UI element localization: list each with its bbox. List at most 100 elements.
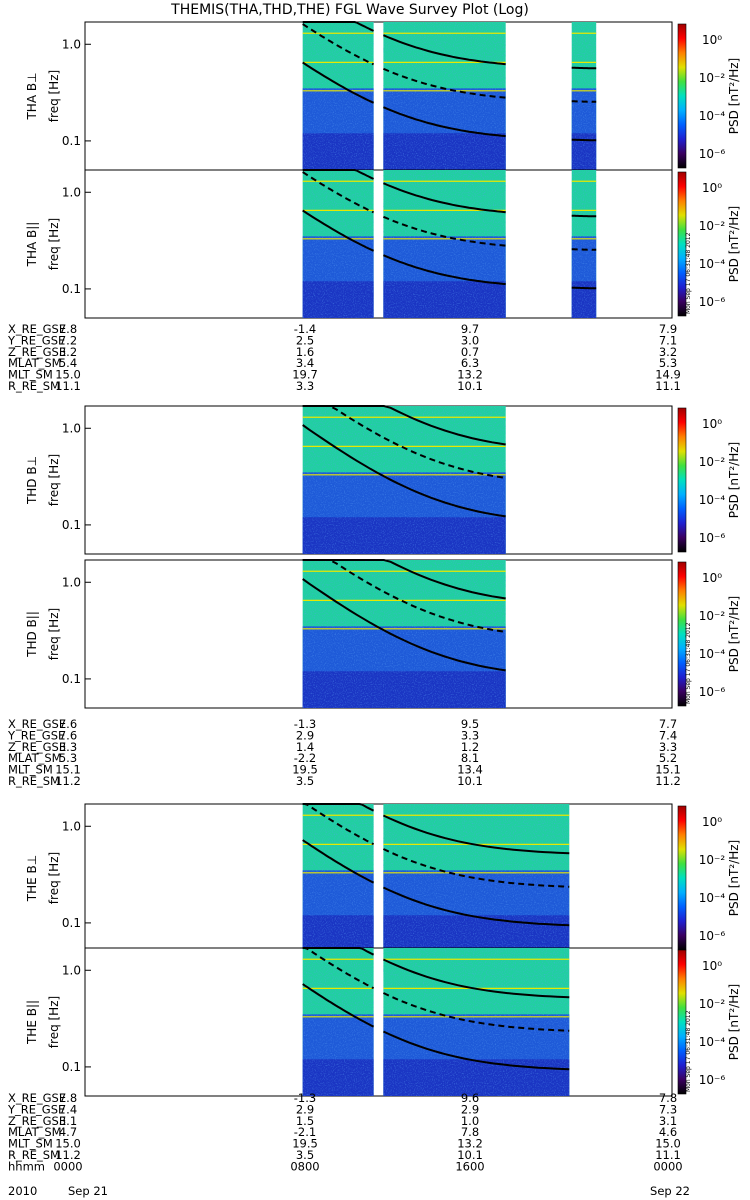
ephemeris-row-label: R_RE_SM	[8, 774, 60, 788]
colorbar-tick-label: 10⁰	[702, 417, 722, 431]
ephemeris-value: 11.1	[655, 1148, 681, 1162]
spectrogram-panel: 1.0 0.1 THE B|| freq [Hz] 10⁰ 10⁻² 10⁻⁴ 10⁻⁶PSD…	[25, 947, 741, 1097]
ephemeris-value: 4.6	[659, 1125, 677, 1139]
ephemeris-value: 14.9	[655, 368, 681, 382]
freq-tick-label: 1.0	[62, 575, 81, 589]
spectrogram-noise	[302, 804, 374, 952]
ephemeris-value: 7.7	[659, 717, 677, 731]
ephemeris-value: 1.6	[296, 345, 314, 359]
colorbar	[677, 171, 687, 317]
ephemeris-row-label: MLAT_SM	[8, 1125, 62, 1139]
spectrogram-noise	[383, 948, 570, 1096]
fce-curve	[571, 248, 597, 251]
ephemeris-value: 11.2	[655, 774, 681, 788]
fce-curve	[302, 23, 375, 66]
ephemeris-value: 7.8	[59, 1091, 77, 1105]
colorbar	[677, 949, 687, 1095]
fce-curve	[382, 886, 570, 927]
timestamp: Mon Sep 17 06:31:48 2012	[685, 622, 692, 704]
ephemeris-value: 3.5	[296, 1148, 314, 1162]
colorbar	[677, 561, 687, 707]
colorbar-tick-label: 10⁰	[702, 181, 722, 195]
fce-curve	[571, 138, 597, 142]
fce-curve	[302, 405, 506, 446]
colorbar-tick-label: 10⁻⁴	[699, 647, 726, 661]
ephemeris-value: 3.1	[659, 1114, 677, 1128]
fce-curve	[302, 405, 506, 479]
ephemeris-value: 11.1	[55, 379, 81, 393]
timestamp: Mon Sep 17 06:31:48 2012	[685, 1010, 692, 1092]
panel-frame	[84, 803, 673, 953]
ephemeris-row-label: R_RE_SM	[8, 1148, 60, 1162]
ephemeris-value: 5.3	[59, 751, 77, 765]
colorbar-tick-label: 10⁻⁴	[699, 1035, 726, 1049]
ephemeris-value: 13.2	[457, 1137, 483, 1151]
ephemeris-value: 8.1	[461, 751, 479, 765]
spectrogram-noise	[383, 170, 506, 318]
ephemeris-value: 1.4	[296, 740, 314, 754]
ephemeris-row-label: MLAT_SM	[8, 356, 62, 370]
spectrogram-panel: 1.0 0.1 THA B|| freq [Hz] 10⁰ 10⁻² 10⁻⁴ 10⁻⁶PSD…	[25, 169, 741, 319]
colorbar-tick-label: 10⁻⁶	[699, 531, 726, 545]
ephemeris-row-label: Z_RE_GSE	[8, 345, 66, 359]
spectrogram-panel: 1.0 0.1 THD B|| freq [Hz] 10⁰ 10⁻² 10⁻⁴ 10⁻⁶PSD…	[25, 559, 741, 709]
ephemeris-value: 9.5	[461, 717, 479, 731]
colorbar-label: PSD [nT²/Hz]	[727, 596, 741, 672]
ephemeris-value: -2.1	[294, 1125, 316, 1139]
ephemeris-value: 1.5	[296, 1114, 314, 1128]
ephemeris-value: 3.3	[59, 740, 77, 754]
freq-tick-label: 1.0	[62, 421, 81, 435]
ephemeris-row-label: X_RE_GSE	[8, 1091, 66, 1105]
ephemeris-value: 11.2	[55, 774, 81, 788]
spectrogram-noise	[302, 22, 374, 170]
ephemeris-row-label: Z_RE_GSE	[8, 1114, 66, 1128]
ephemeris-value: 6.3	[461, 356, 479, 370]
freq-axis-label: freq [Hz]	[47, 852, 61, 904]
ephemeris-value: 1600	[455, 1159, 484, 1173]
year-label: 2010	[8, 1184, 37, 1198]
colorbar-tick-label: 10⁻⁶	[699, 685, 726, 699]
ephemeris-value: 7.6	[59, 717, 77, 731]
freq-tick-label: 1.0	[62, 37, 81, 51]
fce-curve	[382, 848, 570, 888]
colorbar-tick-label: 10⁻²	[699, 71, 726, 85]
colorbar-tick-label: 10⁻⁴	[699, 257, 726, 271]
colorbar-tick-label: 10⁰	[702, 959, 722, 973]
fce-curve	[302, 61, 375, 104]
ephemeris-row-label: MLT_SM	[8, 368, 53, 382]
colorbar-tick-label: 10⁻⁶	[699, 1073, 726, 1087]
freq-axis-label: freq [Hz]	[47, 454, 61, 506]
panel-component-label: THD B⊥	[25, 456, 39, 505]
fce-curve	[302, 983, 375, 1028]
ephemeris-value: 19.5	[292, 763, 318, 777]
ephemeris-value: 0.7	[461, 345, 479, 359]
ephemeris-value: 10.1	[457, 774, 483, 788]
ephemeris-value: -2.2	[294, 751, 316, 765]
ephemeris-value: 3.5	[296, 774, 314, 788]
fce-curve	[571, 214, 597, 218]
colorbar-tick-label: 10⁻⁶	[699, 147, 726, 161]
fce-curve	[382, 182, 506, 214]
fce-curve	[383, 67, 506, 99]
fce-curve	[302, 169, 375, 180]
ephemeris-value: 7.2	[59, 333, 77, 347]
spectrogram-noise	[383, 22, 506, 170]
ephemeris-value: 3.2	[59, 345, 77, 359]
colorbar-tick-label: 10⁻²	[699, 997, 726, 1011]
ephemeris-value: 3.4	[296, 356, 314, 370]
fce-curve	[571, 100, 597, 103]
ephemeris-value: 7.4	[59, 1102, 77, 1116]
ephemeris-value: 7.9	[659, 322, 677, 336]
ephemeris-value: 19.7	[292, 368, 318, 382]
spectrogram-noise	[302, 560, 506, 708]
ephemeris-value: 3.3	[659, 740, 677, 754]
fce-curve	[382, 1030, 570, 1071]
fce-curve	[302, 559, 506, 600]
ephemeris-row-label: Y_RE_GSE	[7, 728, 65, 742]
fce-curve	[383, 106, 506, 138]
